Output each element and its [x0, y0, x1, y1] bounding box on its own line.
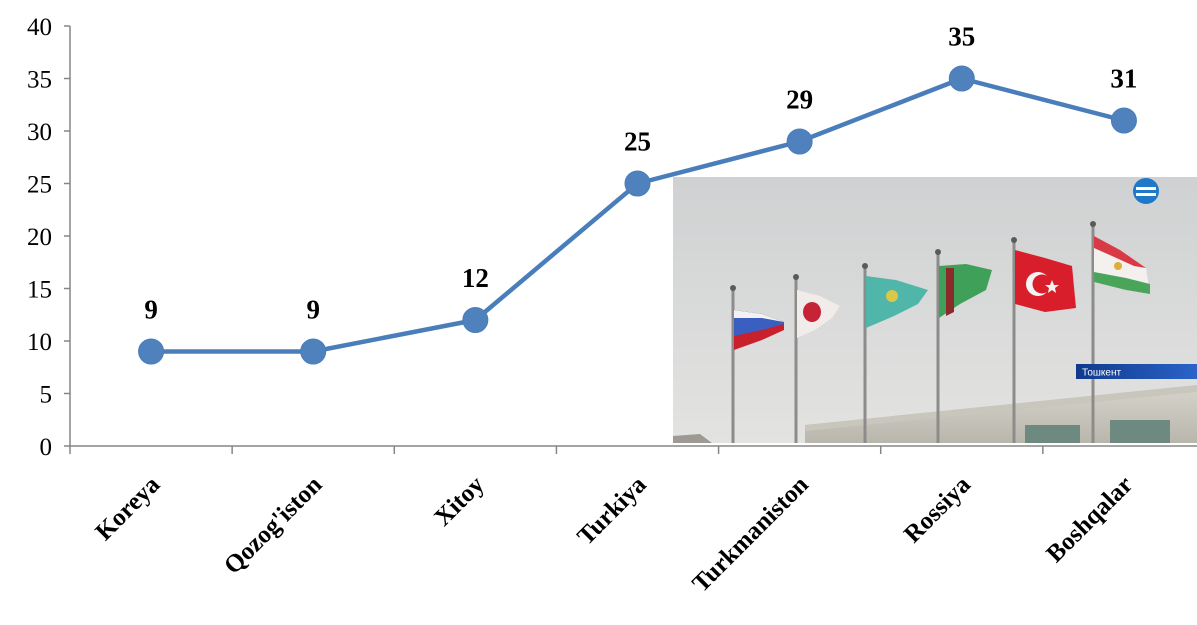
- data-point-marker: [138, 338, 165, 365]
- y-tick-label: 30: [27, 119, 52, 146]
- y-tick-label: 0: [40, 434, 53, 461]
- data-labels: 9 9 12 25 29 35 31: [144, 22, 1137, 325]
- location-caption: Тошкент: [1076, 364, 1197, 379]
- y-axis-ticks: 0 5 10 15 20 25 30 35 40: [27, 14, 70, 461]
- building: [673, 385, 1197, 443]
- x-tick-label: Qozog'iston: [219, 471, 328, 580]
- turkmenistan-flag-icon: [935, 249, 992, 443]
- data-point-marker: [1110, 107, 1137, 134]
- y-tick-label: 25: [27, 172, 52, 199]
- x-tick-label: Turkiya: [572, 471, 652, 551]
- data-label: 12: [462, 263, 489, 293]
- tajikistan-flag-icon: [1090, 221, 1150, 443]
- y-tick-label: 15: [27, 277, 52, 304]
- x-tick-label: Xitoy: [429, 471, 490, 532]
- data-point-marker: [948, 65, 975, 92]
- y-tick-label: 35: [27, 67, 52, 94]
- data-label: 29: [786, 85, 813, 115]
- data-label: 35: [948, 22, 975, 52]
- y-tick-label: 20: [27, 224, 52, 251]
- location-caption-text: Тошкент: [1082, 368, 1121, 379]
- data-label: 9: [144, 295, 158, 325]
- x-tick-label: Turkmaniston: [687, 471, 814, 598]
- data-label: 31: [1110, 64, 1137, 94]
- x-tick-label: Koreya: [91, 471, 166, 546]
- russia-flag-icon: [730, 285, 784, 443]
- data-label: 25: [624, 127, 651, 157]
- data-point-marker: [624, 170, 651, 197]
- x-tick-label: Boshqalar: [1041, 471, 1138, 568]
- y-tick-label: 5: [40, 382, 53, 409]
- kazakhstan-flag-icon: [862, 263, 928, 443]
- tv-channel-logo-icon: [1133, 178, 1159, 204]
- series-line-group: [138, 65, 1137, 365]
- x-tick-label: Rossiya: [899, 471, 976, 548]
- data-label: 9: [306, 295, 320, 325]
- y-tick-label: 40: [27, 14, 52, 41]
- data-point-marker: [462, 307, 489, 333]
- data-point-marker: [300, 338, 327, 365]
- flags-photo: Тошкент: [673, 177, 1197, 443]
- turkey-flag-icon: [1011, 237, 1076, 443]
- japan-flag-icon: [793, 274, 840, 443]
- y-tick-label: 10: [27, 329, 52, 356]
- x-axis-ticks: Koreya Qozog'iston Xitoy Turkiya Turkmanisto…: [69, 446, 1138, 598]
- data-point-marker: [786, 128, 813, 155]
